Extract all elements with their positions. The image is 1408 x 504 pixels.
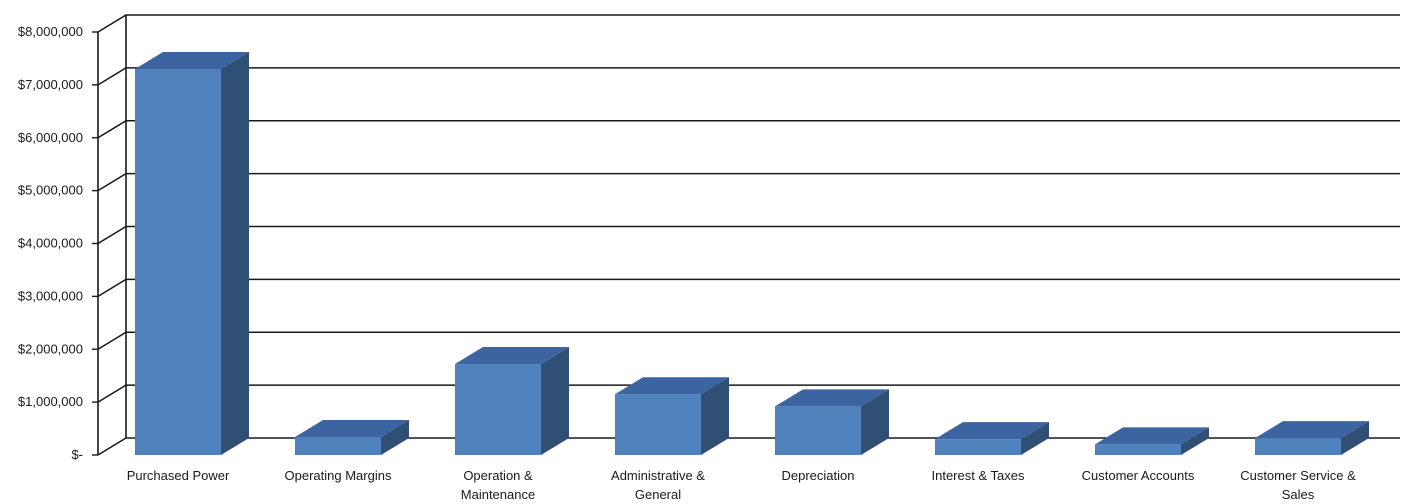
bar-top-face	[135, 52, 249, 70]
gridline	[97, 172, 1400, 192]
gridline	[97, 278, 1400, 298]
y-axis-tick-labels: $- $1,000,000 $2,000,000 $3,000,000 $4,000,0…	[18, 24, 83, 462]
bar-side-face	[381, 420, 409, 455]
y-tick-label: $3,000,000	[18, 288, 83, 303]
bar-top-face	[455, 347, 569, 365]
bar-side-face	[861, 389, 889, 455]
bar-top-face	[935, 422, 1049, 440]
bar-front-face	[135, 69, 221, 455]
bar-front-face	[455, 364, 541, 455]
x-category-label: Purchased Power	[127, 468, 230, 483]
gridlines	[97, 14, 1400, 456]
x-category-label: Customer Service & Sales	[1240, 468, 1356, 502]
y-tick-label: $5,000,000	[18, 183, 83, 198]
bar	[615, 377, 729, 455]
x-category-label: Operating Margins	[285, 468, 392, 483]
x-category-label: Interest & Taxes	[932, 468, 1025, 483]
bar-top-face	[1095, 427, 1209, 445]
bar-front-face	[295, 437, 381, 455]
bar-side-face	[701, 377, 729, 455]
x-category-label: Administrative & General	[611, 468, 705, 502]
bar-top-face	[775, 389, 889, 407]
bar	[295, 420, 409, 455]
bar-top-face	[1255, 421, 1369, 439]
bar	[1095, 427, 1209, 455]
bar-front-face	[615, 394, 701, 455]
y-tick-label: $8,000,000	[18, 24, 83, 39]
x-category-label: Customer Accounts	[1082, 468, 1195, 483]
bar-top-face	[615, 377, 729, 395]
gridline	[97, 225, 1400, 245]
y-tick-label: $1,000,000	[18, 394, 83, 409]
axes	[92, 15, 127, 456]
x-category-label: Operation & Maintenance	[461, 468, 535, 502]
gridline	[97, 331, 1400, 350]
bar-front-face	[775, 406, 861, 455]
bar-front-face	[1255, 438, 1341, 455]
y-tick-label: $6,000,000	[18, 130, 83, 145]
bar-side-face	[541, 347, 569, 455]
bar-front-face	[935, 439, 1021, 455]
bar	[455, 347, 569, 455]
bar	[1255, 421, 1369, 455]
bar-side-face	[221, 52, 249, 455]
gridline	[97, 67, 1400, 86]
bar-side-face	[1181, 427, 1209, 455]
bar-side-face	[1021, 422, 1049, 455]
y-tick-label: $4,000,000	[18, 236, 83, 251]
x-axis-category-labels: Purchased Power Operating Margins Operatio…	[127, 468, 1356, 502]
x-category-label: Depreciation	[782, 468, 855, 483]
y-tick-label: $7,000,000	[18, 77, 83, 92]
y-tick-label: $2,000,000	[18, 341, 83, 356]
bar-top-face	[295, 420, 409, 438]
gridline	[97, 14, 1400, 33]
gridline	[97, 384, 1400, 403]
bar-side-face	[1341, 421, 1369, 455]
bars	[135, 52, 1369, 455]
bar	[935, 422, 1049, 455]
bar	[135, 52, 249, 455]
y-tick-label: $-	[71, 447, 83, 462]
bar-front-face	[1095, 444, 1181, 455]
bar	[775, 389, 889, 455]
gridline	[97, 119, 1400, 139]
